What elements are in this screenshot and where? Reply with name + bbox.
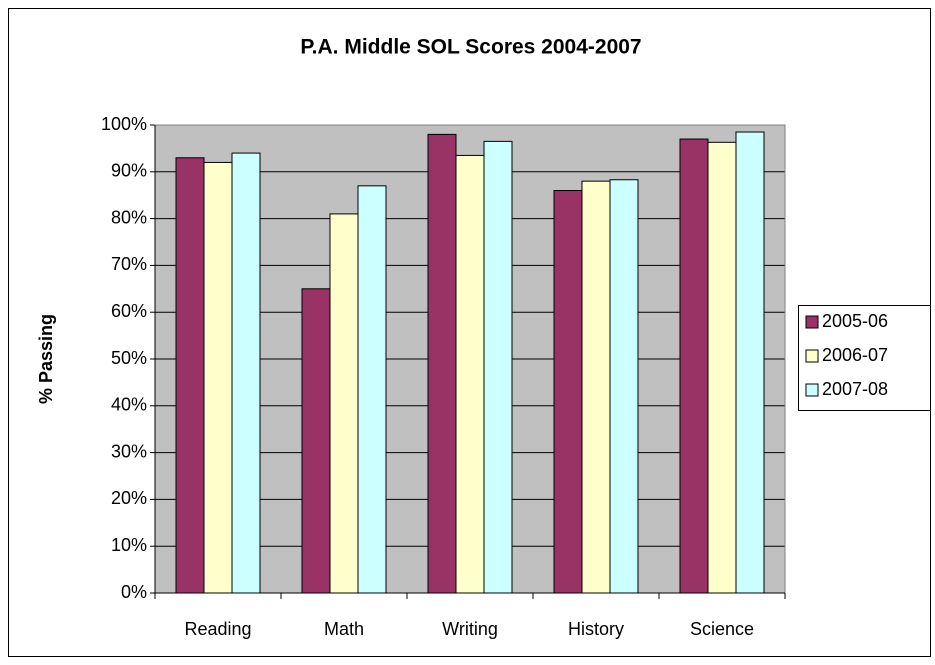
bar	[609, 179, 639, 594]
legend-swatch	[805, 383, 819, 397]
y-tick-label: 80%	[111, 207, 147, 227]
bar	[707, 141, 737, 594]
y-tick-label: 0%	[121, 582, 147, 602]
y-tick-label: 20%	[111, 488, 147, 508]
y-tick-label: 90%	[111, 161, 147, 181]
bar	[483, 140, 513, 594]
x-tick-label: Writing	[442, 619, 498, 639]
y-tick-label: 10%	[111, 535, 147, 555]
bar	[231, 152, 261, 594]
x-tick-label: History	[568, 619, 624, 639]
legend-label: 2006-07	[822, 345, 888, 365]
legend-label: 2005-06	[822, 311, 888, 331]
y-tick-label: 50%	[111, 348, 147, 368]
bar	[175, 157, 205, 594]
bar	[455, 154, 485, 594]
bar	[357, 185, 387, 594]
y-tick-label: 40%	[111, 395, 147, 415]
legend-swatch	[805, 349, 819, 363]
y-tick-label: 60%	[111, 301, 147, 321]
bar	[301, 288, 331, 594]
legend-box	[798, 305, 931, 411]
y-tick-label: 30%	[111, 441, 147, 461]
y-axis-label: % Passing	[36, 314, 56, 404]
chart-title: P.A. Middle SOL Scores 2004-2007	[300, 36, 641, 59]
bar	[203, 161, 233, 594]
bar	[553, 190, 583, 594]
bar	[329, 213, 359, 594]
y-tick-label: 70%	[111, 254, 147, 274]
legend-label: 2007-08	[822, 379, 888, 399]
x-tick-label: Math	[324, 619, 364, 639]
legend-swatch	[805, 315, 819, 329]
x-tick-label: Reading	[184, 619, 251, 639]
y-tick-label: 100%	[101, 114, 147, 134]
bar	[735, 131, 765, 594]
bar	[427, 133, 457, 594]
bar	[679, 138, 709, 594]
bar	[581, 180, 611, 594]
x-tick-label: Science	[690, 619, 754, 639]
